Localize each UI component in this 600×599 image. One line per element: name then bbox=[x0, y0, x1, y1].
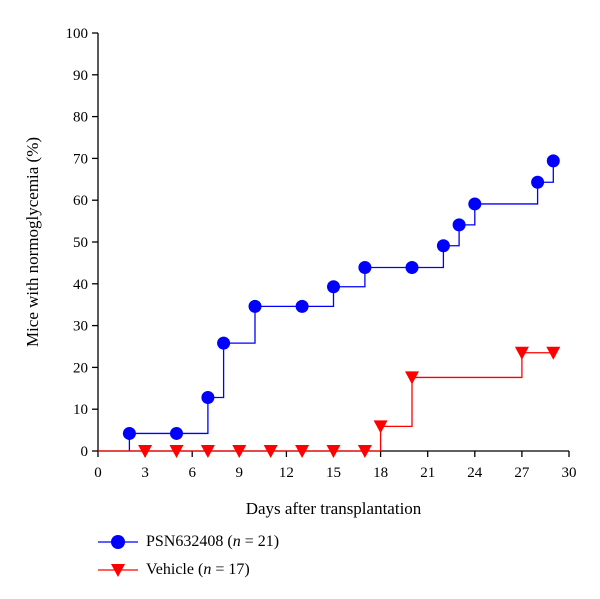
legend-swatch-circle bbox=[98, 532, 138, 552]
x-axis-title: Days after transplantation bbox=[246, 499, 422, 518]
series-line bbox=[98, 352, 554, 452]
data-point bbox=[217, 336, 231, 350]
series-line bbox=[128, 160, 554, 451]
data-point bbox=[531, 175, 545, 189]
legend-label-vehicle: Vehicle (n = 17) bbox=[146, 561, 250, 578]
data-point bbox=[546, 154, 560, 168]
data-point bbox=[327, 280, 340, 294]
x-tick-label: 15 bbox=[326, 465, 341, 481]
x-tick-label: 27 bbox=[514, 465, 530, 481]
data-point bbox=[468, 197, 482, 211]
axes bbox=[97, 33, 569, 452]
data-point bbox=[138, 445, 153, 458]
y-axis-title: Mice with normoglycemia (%) bbox=[23, 137, 42, 347]
y-tick-label: 90 bbox=[73, 68, 88, 84]
y-tick-label: 60 bbox=[73, 193, 88, 209]
data-point bbox=[295, 299, 309, 313]
data-point bbox=[263, 445, 278, 458]
data-point bbox=[200, 445, 215, 458]
data-point bbox=[170, 426, 183, 440]
y-tick-label: 100 bbox=[66, 26, 89, 42]
data-point bbox=[452, 218, 466, 232]
x-tick-label: 12 bbox=[279, 465, 294, 481]
data-point bbox=[546, 346, 561, 360]
y-tick-label: 10 bbox=[73, 402, 88, 418]
y-tick-label: 40 bbox=[73, 277, 88, 293]
x-tick-label: 24 bbox=[467, 465, 483, 481]
series-group bbox=[98, 154, 561, 458]
x-tick-label: 30 bbox=[562, 465, 577, 481]
y-tick-label: 80 bbox=[73, 110, 88, 126]
y-tick-label: 0 bbox=[81, 444, 89, 460]
data-point bbox=[358, 260, 372, 274]
data-point bbox=[405, 371, 419, 385]
x-tick-label: 6 bbox=[188, 465, 196, 481]
x-tick-label: 3 bbox=[141, 465, 149, 481]
data-point bbox=[122, 426, 136, 440]
y-tick-label: 30 bbox=[73, 319, 88, 335]
legend: PSN632408 (n = 21) Vehicle (n = 17) bbox=[98, 528, 279, 584]
data-point bbox=[436, 239, 450, 253]
legend-label-psn632408: PSN632408 (n = 21) bbox=[146, 533, 280, 550]
x-tick-label: 0 bbox=[94, 465, 102, 481]
x-tick-label: 9 bbox=[236, 465, 244, 481]
x-tick-label: 21 bbox=[420, 465, 435, 481]
data-point bbox=[248, 299, 262, 313]
data-point bbox=[357, 445, 372, 458]
data-point bbox=[295, 445, 310, 458]
data-point bbox=[232, 445, 247, 458]
y-tick-label: 70 bbox=[73, 151, 88, 167]
series-0 bbox=[122, 154, 560, 451]
data-point bbox=[169, 445, 184, 458]
data-point bbox=[373, 420, 388, 434]
x-tick-label: 18 bbox=[373, 465, 388, 481]
legend-item-psn632408: PSN632408 (n = 21) bbox=[98, 528, 279, 556]
legend-swatch-triangle bbox=[98, 560, 138, 580]
y-ticks: 0 10 20 30 40 50 60 70 80 90 100 bbox=[66, 26, 98, 460]
y-tick-label: 20 bbox=[73, 360, 88, 376]
x-ticks: 0 3 6 9 12 15 18 21 24 27 30 bbox=[94, 451, 577, 481]
y-tick-label: 50 bbox=[73, 235, 88, 251]
data-point bbox=[514, 346, 529, 360]
data-point bbox=[405, 260, 419, 274]
data-point bbox=[326, 445, 341, 458]
data-point bbox=[201, 390, 215, 404]
series-1 bbox=[98, 346, 561, 458]
legend-item-vehicle: Vehicle (n = 17) bbox=[98, 556, 279, 584]
